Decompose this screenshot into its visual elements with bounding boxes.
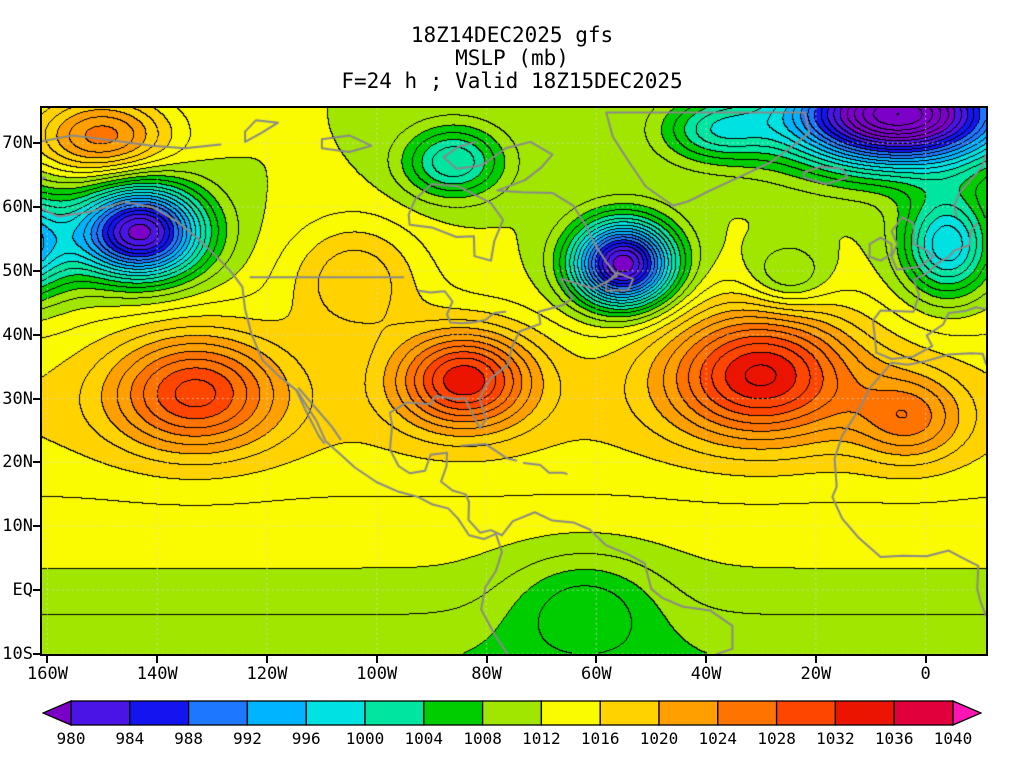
x-axis-tick bbox=[375, 656, 378, 663]
y-axis-tick bbox=[33, 269, 40, 272]
x-axis-tick bbox=[595, 656, 598, 663]
colorbar-segment bbox=[129, 700, 190, 726]
x-axis-tick bbox=[924, 656, 927, 663]
y-axis-label: 70N bbox=[2, 133, 33, 154]
x-axis-label: 40W bbox=[690, 664, 722, 684]
x-axis-label: 140W bbox=[136, 664, 178, 684]
colorbar-left-arrow bbox=[41, 700, 72, 726]
colorbar-label: 1012 bbox=[522, 729, 561, 748]
x-axis-label: 120W bbox=[246, 664, 288, 684]
x-axis-label: 20W bbox=[800, 664, 832, 684]
colorbar-label: 1000 bbox=[345, 729, 385, 748]
y-axis-tick bbox=[33, 205, 40, 208]
colorbar-segment bbox=[423, 700, 484, 726]
y-axis-tick bbox=[33, 589, 40, 592]
mslp-filled-contour-canvas bbox=[42, 108, 986, 654]
y-axis-label: 30N bbox=[2, 388, 33, 409]
colorbar-right-arrow bbox=[952, 700, 983, 726]
colorbar-segment bbox=[70, 700, 131, 726]
x-axis-label: 0 bbox=[920, 664, 931, 684]
colorbar-label: 1024 bbox=[698, 729, 738, 748]
colorbar-label: 1040 bbox=[933, 729, 973, 748]
colorbar-label: 980 bbox=[56, 729, 86, 748]
y-axis-label: 60N bbox=[2, 196, 33, 217]
colorbar-segment bbox=[305, 700, 366, 726]
colorbar-label: 992 bbox=[232, 729, 262, 748]
x-axis-label: 60W bbox=[580, 664, 612, 684]
title-model-run: 18Z14DEC2025 gfs bbox=[410, 23, 614, 47]
colorbar-label: 1004 bbox=[404, 729, 444, 748]
colorbar-label: 1036 bbox=[874, 729, 914, 748]
colorbar-label: 984 bbox=[115, 729, 145, 748]
y-axis-label: 50N bbox=[2, 260, 33, 281]
map-plot-frame bbox=[40, 106, 988, 656]
colorbar-label: 1032 bbox=[816, 729, 855, 748]
colorbar-segment bbox=[540, 700, 601, 726]
y-axis-label: 40N bbox=[2, 324, 33, 345]
x-axis-tick bbox=[705, 656, 708, 663]
x-axis-tick bbox=[156, 656, 159, 663]
colorbar-segment bbox=[717, 700, 778, 726]
y-axis-tick bbox=[33, 333, 40, 336]
colorbar-label: 1020 bbox=[639, 729, 679, 748]
colorbar-segment bbox=[246, 700, 307, 726]
x-axis-tick bbox=[814, 656, 817, 663]
colorbar-svg bbox=[41, 700, 983, 726]
colorbar-segment bbox=[187, 700, 249, 726]
colorbar-label: 1028 bbox=[757, 729, 796, 748]
y-axis-tick bbox=[33, 461, 40, 464]
colorbar-segment bbox=[364, 700, 425, 726]
y-axis-label: 10N bbox=[2, 516, 33, 537]
x-axis-label: 160W bbox=[27, 664, 68, 684]
title-valid-time: F=24 h ; Valid 18Z15DEC2025 bbox=[341, 69, 683, 93]
colorbar-label: 1016 bbox=[580, 729, 620, 748]
colorbar-segment bbox=[834, 700, 895, 726]
colorbar-segment bbox=[893, 700, 954, 726]
colorbar-label: 996 bbox=[291, 729, 321, 748]
title-field-name: MSLP (mb) bbox=[455, 46, 569, 70]
x-axis-label: 100W bbox=[356, 664, 398, 684]
colorbar-segment bbox=[658, 700, 719, 726]
x-axis-tick bbox=[46, 656, 49, 663]
y-axis-label: 10S bbox=[2, 644, 33, 664]
y-axis-label: EQ bbox=[12, 580, 33, 601]
x-axis-tick bbox=[485, 656, 488, 663]
colorbar: 980 984 988 992 996 1000 1004 1008 1012 1016 1020 1… bbox=[41, 700, 983, 752]
y-axis-tick bbox=[33, 142, 40, 145]
colorbar-label: 988 bbox=[174, 729, 204, 748]
x-axis-label: 80W bbox=[471, 664, 502, 684]
y-axis-tick bbox=[33, 653, 40, 655]
colorbar-segment bbox=[775, 700, 837, 726]
colorbar-segment bbox=[599, 700, 660, 726]
colorbar-segment bbox=[481, 700, 543, 726]
y-axis-label: 20N bbox=[2, 452, 33, 473]
chart-title-block: 18Z14DEC2025 gfs MSLP (mb) F=24 h ; Vali… bbox=[0, 24, 1024, 93]
y-axis-tick bbox=[33, 397, 40, 400]
x-axis-tick bbox=[266, 656, 269, 663]
colorbar-label: 1008 bbox=[463, 729, 502, 748]
y-axis-tick bbox=[33, 525, 40, 528]
